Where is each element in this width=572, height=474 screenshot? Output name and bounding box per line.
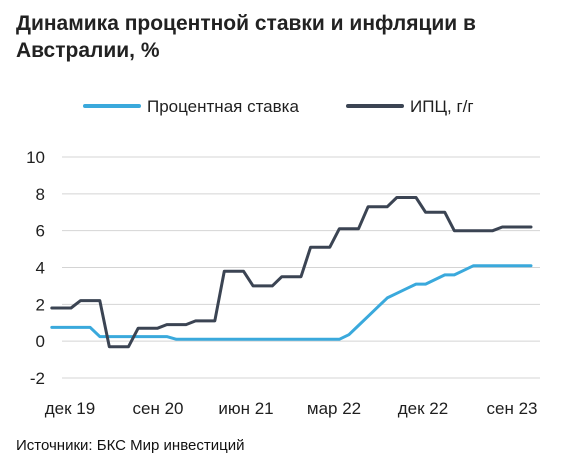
x-tick-label: сен 20: [133, 399, 184, 418]
x-tick-label: дек 19: [45, 399, 95, 418]
y-tick-label: 0: [36, 332, 45, 351]
y-tick-label: 8: [36, 185, 45, 204]
y-tick-label: 10: [26, 148, 45, 167]
series-lines: [50, 196, 533, 349]
x-axis-ticks: дек 19 сен 20 июн 21 мар 22 дек 22 сен 23: [45, 399, 538, 418]
series-line-0: [50, 264, 533, 341]
y-tick-label: 6: [36, 222, 45, 241]
y-tick-label: 2: [36, 295, 45, 314]
legend: Процентная ставка ИПЦ, г/г: [83, 97, 474, 116]
y-tick-label: -2: [30, 369, 45, 388]
y-axis-ticks: -2 0 2 4 6 8 10: [26, 148, 45, 388]
x-tick-label: июн 21: [218, 399, 273, 418]
source-note: Источники: БКС Мир инвестиций: [16, 437, 245, 454]
legend-label: ИПЦ, г/г: [410, 97, 474, 116]
chart-title: Динамика процентной ставки и инфляции в …: [16, 12, 476, 62]
x-tick-label: дек 22: [398, 399, 448, 418]
x-tick-label: мар 22: [307, 399, 361, 418]
x-tick-label: сен 23: [487, 399, 538, 418]
y-tick-label: 4: [36, 259, 45, 278]
series-line-1: [50, 196, 533, 349]
legend-label: Процентная ставка: [147, 97, 299, 116]
